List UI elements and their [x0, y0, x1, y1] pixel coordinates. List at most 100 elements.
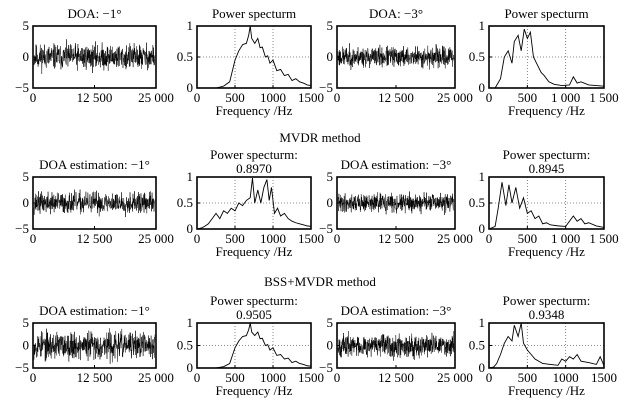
x-axis-label: Frequency /Hz — [216, 244, 293, 259]
y-tick-label: 0 — [327, 338, 334, 353]
section-title-mvdr: MVDR method — [279, 130, 361, 145]
x-tick-label: 0 — [30, 231, 37, 246]
signal-waveform — [33, 189, 156, 218]
signal-waveform — [33, 39, 156, 74]
x-tick-label: 25 000 — [138, 231, 174, 246]
x-tick-label: 0 — [30, 370, 37, 385]
panel-title: DOA estimation: −3° — [341, 303, 452, 318]
spectrum-line — [197, 25, 312, 89]
y-tick-label: 1 — [479, 315, 486, 330]
panel-title: DOA estimation: −1° — [39, 303, 150, 318]
y-tick-label: 0 — [187, 221, 194, 236]
signal-waveform — [33, 328, 156, 364]
x-axis-label: Frequency /Hz — [508, 103, 585, 118]
y-tick-label: 1 — [187, 18, 194, 33]
y-tick-label: 1 — [479, 18, 486, 33]
y-tick-label: 0 — [23, 49, 30, 64]
panel-1: 0 500 1000 1500 1 0.5 0 Power specturm Frequency… — [177, 6, 324, 118]
panel-title: Power specturm — [504, 6, 588, 21]
signal-waveform — [337, 191, 455, 215]
panel-11: 0 500 1000 1500 1 0.5 0 Power specturm:0.9348 Fr… — [469, 293, 617, 398]
y-tick-label: −5 — [319, 80, 333, 95]
x-tick-label: 1000 — [260, 370, 286, 385]
x-tick-label: 0 — [486, 370, 493, 385]
y-tick-label: 0 — [479, 80, 486, 95]
x-tick-label: 1000 — [260, 231, 286, 246]
x-tick-label: 1500 — [298, 370, 324, 385]
x-tick-label: 0 — [30, 90, 37, 105]
y-tick-label: 0.5 — [469, 338, 485, 353]
signal-waveform — [337, 43, 455, 70]
x-axis-label: Frequency /Hz — [508, 244, 585, 259]
x-tick-label: 25 000 — [437, 231, 473, 246]
panel-9: 0 500 1000 1500 1 0.5 0 Power specturm:0.9505 Fr… — [177, 293, 324, 398]
y-tick-label: −5 — [15, 80, 29, 95]
x-tick-label: 500 — [518, 231, 538, 246]
y-tick-label: 0 — [479, 221, 486, 236]
x-tick-label: 25 000 — [138, 370, 174, 385]
panel-subtitle: 0.8945 — [529, 161, 565, 176]
x-tick-label: 0 — [486, 90, 493, 105]
x-tick-label: 1 500 — [589, 90, 618, 105]
x-tick-label: 12 500 — [77, 231, 113, 246]
spectrum-line — [488, 182, 605, 230]
x-tick-label: 500 — [518, 370, 538, 385]
x-tick-label: 12 500 — [378, 90, 414, 105]
y-tick-label: 5 — [327, 315, 334, 330]
x-tick-label: 1000 — [553, 370, 579, 385]
y-tick-label: 0 — [327, 195, 334, 210]
panel-title: Power specturm: — [503, 293, 591, 308]
spectrum-line — [488, 322, 605, 369]
panel-title: Power specturm: — [210, 147, 298, 162]
x-axis-label: Frequency /Hz — [216, 103, 293, 118]
panel-title: Power specturm — [212, 6, 296, 21]
x-tick-label: 500 — [225, 90, 245, 105]
y-tick-label: 0 — [187, 360, 194, 375]
x-tick-label: 1500 — [298, 231, 324, 246]
x-tick-label: 1 000 — [551, 90, 580, 105]
x-tick-label: 1 500 — [589, 231, 618, 246]
x-tick-label: 25 000 — [138, 90, 174, 105]
y-tick-label: 0.5 — [177, 49, 193, 64]
y-tick-label: −5 — [319, 360, 333, 375]
y-tick-label: 0 — [327, 49, 334, 64]
x-tick-label: 1500 — [298, 90, 324, 105]
signal-waveform — [337, 331, 455, 361]
spectrum-line — [196, 177, 312, 230]
x-tick-label: 1500 — [591, 370, 617, 385]
x-tick-label: 12 500 — [77, 370, 113, 385]
panel-title: DOA: −1° — [67, 6, 121, 21]
y-tick-label: 0.5 — [469, 49, 485, 64]
x-tick-label: 25 000 — [437, 90, 473, 105]
panel-3: 0 500 1 000 1 500 1 0.5 0 Power specturm Frequen… — [469, 6, 619, 118]
x-tick-label: 12 500 — [378, 231, 414, 246]
x-tick-label: 500 — [518, 90, 538, 105]
y-tick-label: 5 — [23, 315, 30, 330]
y-tick-label: 5 — [23, 169, 30, 184]
x-tick-label: 500 — [225, 231, 245, 246]
x-tick-label: 0 — [334, 370, 341, 385]
x-axis-label: Frequency /Hz — [508, 383, 585, 398]
x-tick-label: 0 — [486, 231, 493, 246]
x-tick-label: 0 — [194, 370, 201, 385]
y-tick-label: 0.5 — [177, 338, 193, 353]
y-tick-label: 1 — [187, 169, 194, 184]
y-tick-label: −5 — [319, 221, 333, 236]
x-tick-label: 0 — [194, 231, 201, 246]
panel-5: 0 500 1000 1500 1 0.5 0 Power specturm:0.8970 Fr… — [177, 147, 324, 259]
y-tick-label: 0.5 — [177, 195, 193, 210]
y-tick-label: 5 — [327, 18, 334, 33]
y-tick-label: 0 — [23, 338, 30, 353]
panel-title: Power specturm: — [210, 293, 298, 308]
panel-title: DOA estimation: −3° — [341, 157, 452, 172]
x-tick-label: 25 000 — [437, 370, 473, 385]
y-tick-label: 0 — [23, 195, 30, 210]
panel-subtitle: 0.9505 — [236, 307, 272, 322]
